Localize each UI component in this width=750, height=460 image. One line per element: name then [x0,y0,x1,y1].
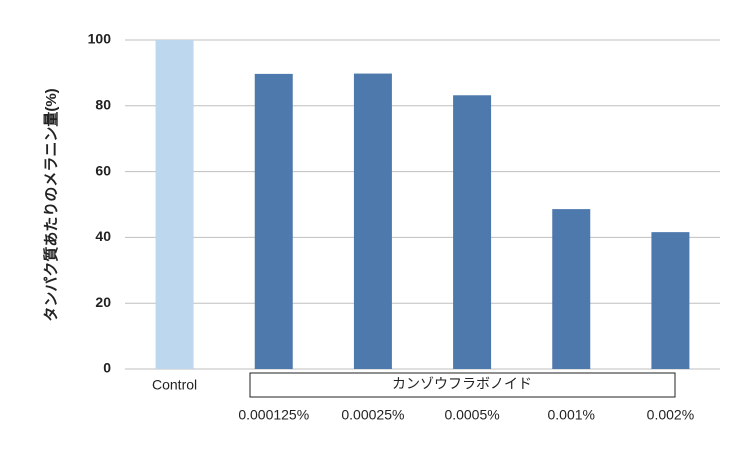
x-tick-label: 0.0005% [444,407,499,423]
bar [651,232,690,369]
x-tick-label: 0.002% [647,407,694,423]
bar [155,40,194,369]
bar [353,73,392,370]
x-tick-label: 0.00025% [341,407,404,423]
y-tick-label: 20 [95,294,111,310]
x-tick-label: 0.001% [548,407,595,423]
y-axis-label: タンパク質あたりのメラニン量(%) [42,88,60,321]
y-tick-label: 100 [88,31,112,47]
x-tick-label: Control [152,377,197,393]
x-tick-label: 0.000125% [238,407,309,423]
y-tick-label: 0 [103,360,111,376]
bar [254,73,293,370]
y-tick-label: 80 [95,97,111,113]
group-bracket [249,372,676,398]
y-tick-label: 60 [95,162,111,178]
y-tick-label: 40 [95,228,111,244]
bar [552,209,591,369]
bar [453,95,492,369]
group-label: カンゾウフラボノイド [392,376,532,392]
